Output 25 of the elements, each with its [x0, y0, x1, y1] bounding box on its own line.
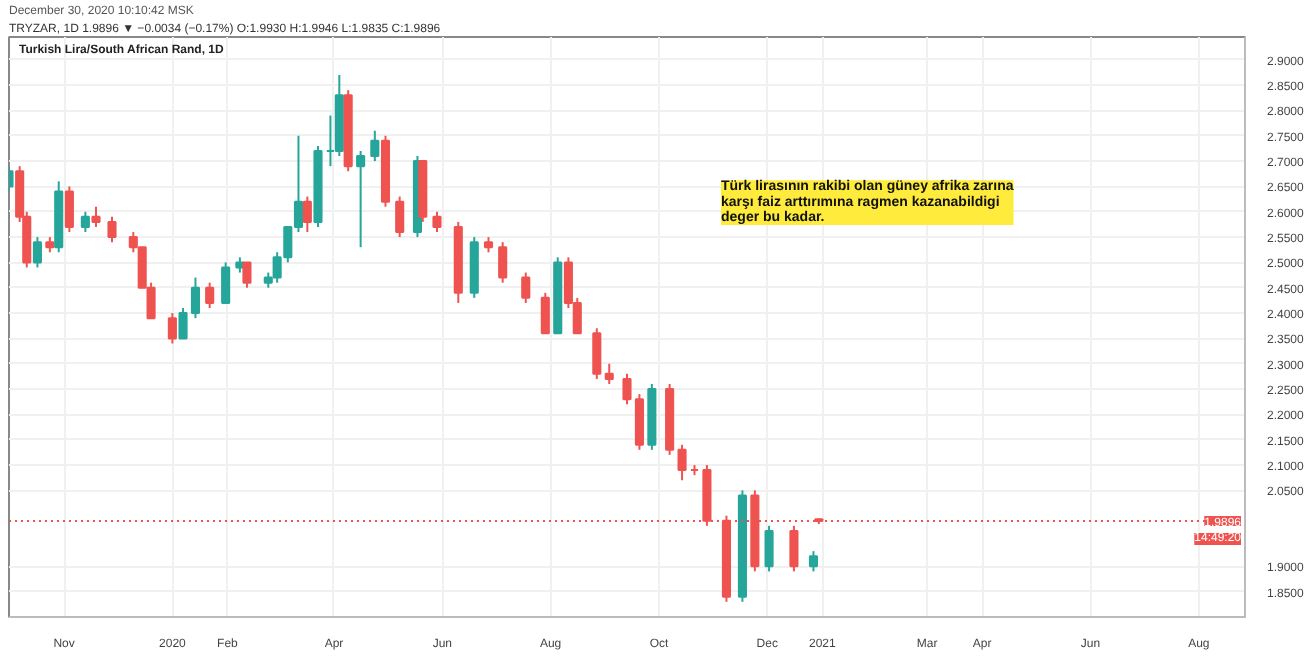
candlestick: [677, 443, 687, 482]
candlestick: [395, 195, 405, 239]
candlestick: [622, 372, 632, 406]
candlestick: [242, 261, 252, 289]
candlestick: [302, 195, 312, 234]
candlestick: [91, 205, 101, 228]
candlestick: [64, 185, 74, 234]
candlestick: [498, 241, 508, 284]
candlestick: [789, 524, 799, 573]
candlestick: [167, 312, 177, 345]
candlestick: [32, 236, 42, 269]
candlestick: [540, 291, 550, 335]
candlestick: [808, 550, 819, 573]
candlestick: [764, 524, 774, 573]
candlestick: [205, 281, 215, 309]
candlestick: [107, 215, 117, 244]
candlestick: [604, 362, 614, 385]
candlestick: [634, 393, 644, 451]
candlestick: [592, 327, 602, 380]
candlestick: [432, 210, 442, 234]
candlestick: [221, 261, 231, 304]
candlestick: [370, 129, 380, 163]
candlestick: [521, 271, 531, 304]
candlestick: [356, 149, 366, 249]
candlestick: [80, 210, 90, 234]
